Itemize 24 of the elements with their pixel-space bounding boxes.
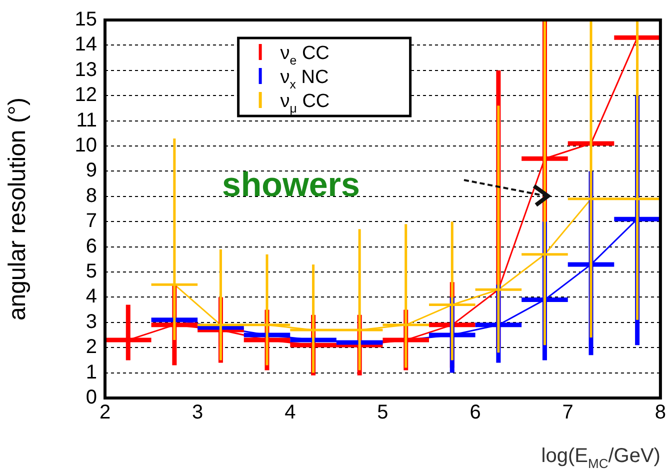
y-tick-label: 10 [74, 134, 97, 157]
y-tick-label: 7 [86, 210, 97, 232]
y-tick-label: 4 [86, 286, 97, 308]
y-tick-label: 11 [76, 109, 97, 132]
x-tick-label: 4 [284, 402, 296, 424]
x-tick-label: 6 [470, 402, 481, 424]
y-axis-title: angular resolution (°) [4, 97, 32, 321]
x-tick-label: 7 [562, 402, 574, 424]
annotation: showers [222, 166, 360, 204]
y-tick-label: 14 [74, 34, 97, 56]
y-tick-label: 5 [86, 260, 97, 283]
y-tick-label: 6 [86, 235, 97, 258]
y-tick-label: 3 [86, 310, 97, 333]
y-tick-label: 13 [74, 58, 97, 81]
x-tick-label: 3 [192, 402, 204, 424]
y-tick-label: 12 [74, 84, 97, 106]
x-tick-label: 8 [654, 402, 666, 424]
y-tick-label: 8 [86, 184, 97, 207]
y-tick-label: 0 [86, 386, 97, 409]
y-tick-label: 15 [74, 8, 97, 31]
x-tick-label: 5 [377, 402, 388, 424]
y-tick-label: 2 [86, 336, 97, 358]
y-tick-label: 9 [86, 160, 97, 182]
y-tick-label: 1 [86, 361, 97, 384]
